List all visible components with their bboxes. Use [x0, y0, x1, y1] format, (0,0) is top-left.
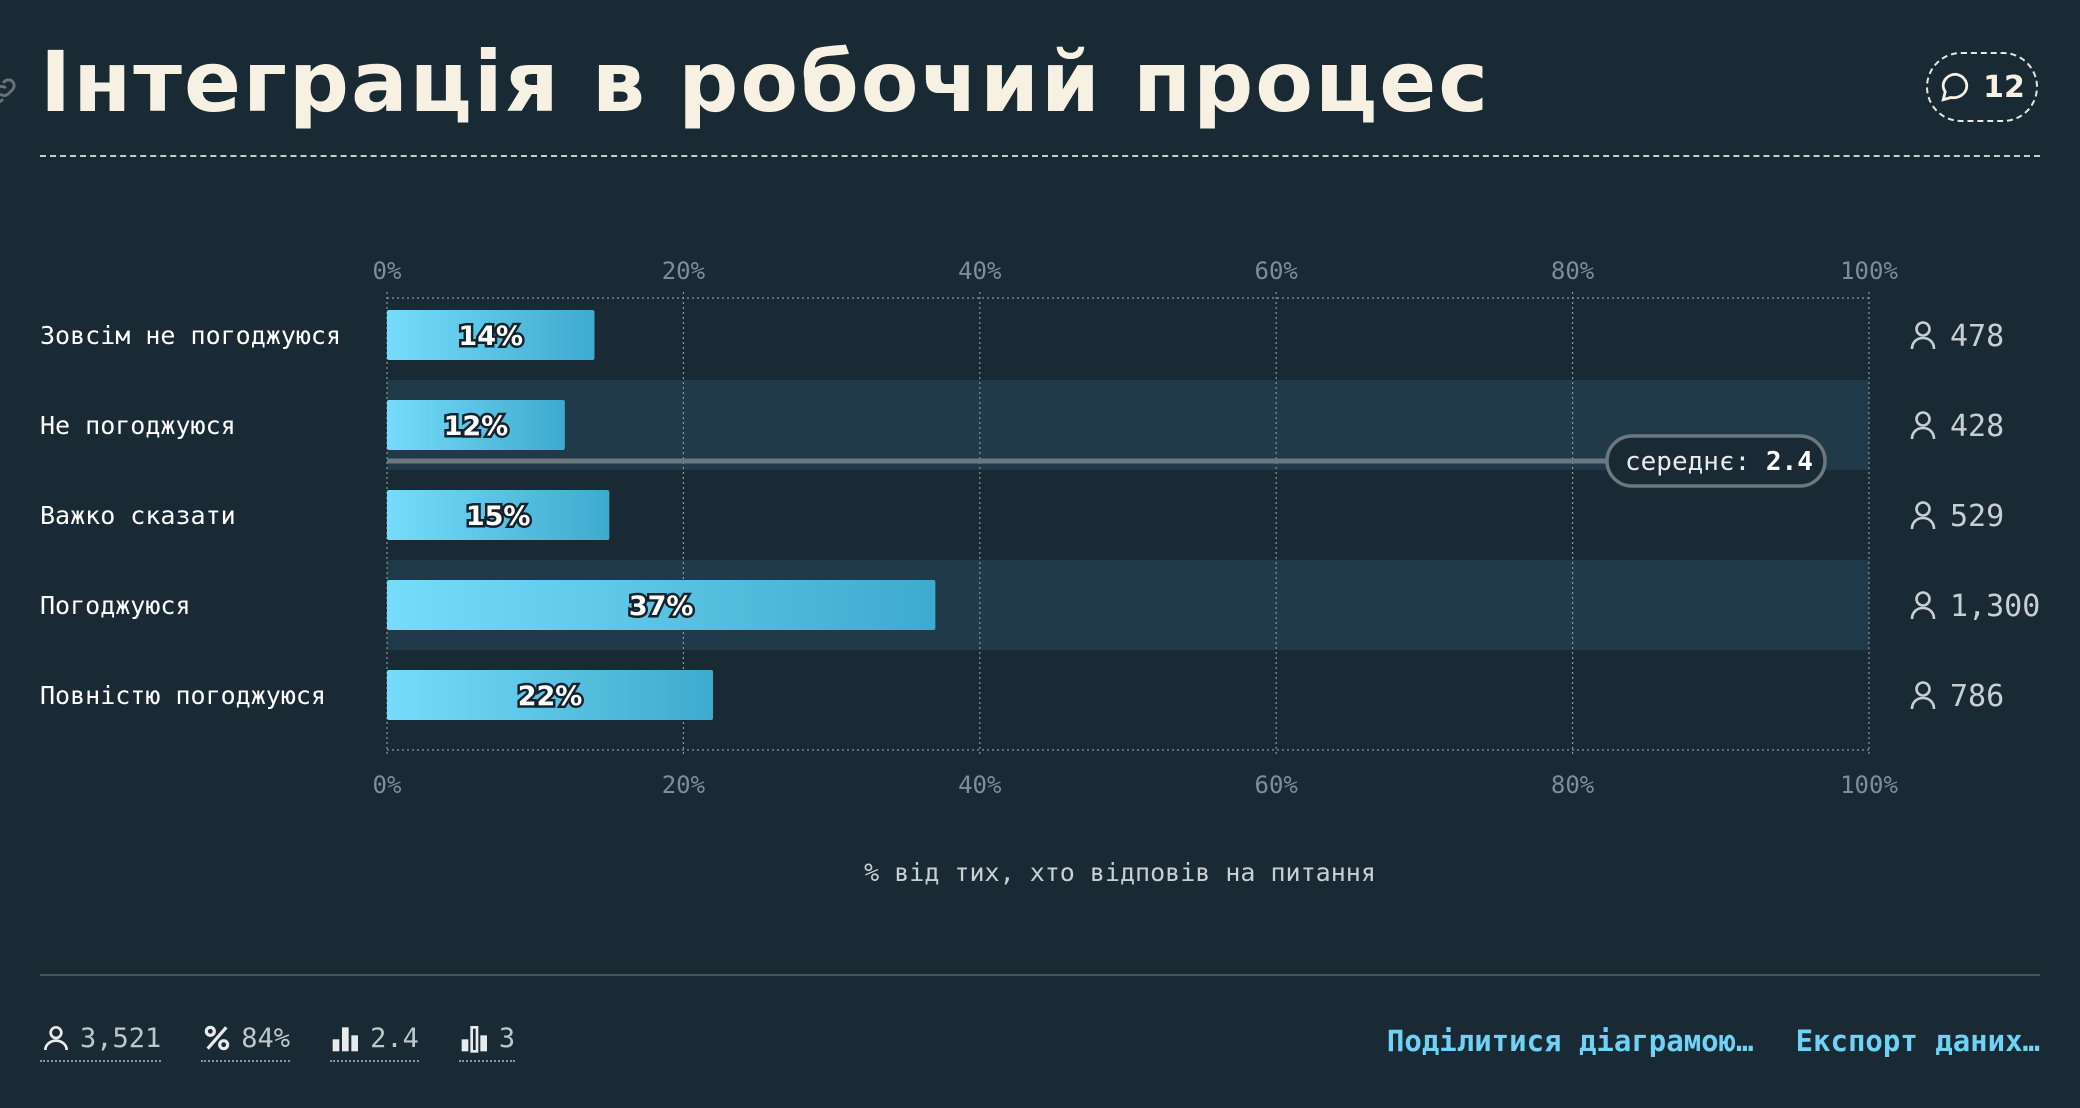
stat-mean[interactable]: 2.4 — [330, 1022, 419, 1062]
stat-respondents[interactable]: 3,521 — [40, 1022, 162, 1062]
category-label: Зовсім не погоджуюся — [40, 321, 341, 350]
comment-icon — [1941, 72, 1969, 102]
bar — [387, 580, 936, 630]
x-tick-label-bottom: 80% — [1551, 771, 1595, 799]
stat-response-rate-value: 84% — [241, 1022, 291, 1054]
x-tick-label-bottom: 0% — [373, 771, 402, 799]
category-label: Не погоджуюся — [40, 411, 236, 440]
stat-mean-value: 2.4 — [370, 1022, 419, 1054]
mean-value: 2.4 — [1766, 447, 1813, 477]
stat-median[interactable]: 3 — [458, 1022, 516, 1062]
x-tick-label-top: 80% — [1551, 257, 1595, 285]
mean-badge — [1605, 434, 1827, 488]
mean-label: середнє: 2.4 — [1625, 447, 1813, 477]
category-label: Повністю погоджуюся — [40, 681, 326, 710]
bar-value-label: 37% — [629, 591, 694, 622]
person-icon — [44, 1026, 68, 1051]
x-tick-label-top: 100% — [1840, 257, 1898, 285]
percent-icon — [205, 1025, 230, 1051]
mean-label-text: середнє: — [1625, 447, 1766, 477]
page-title: Інтеграція в робочий процес — [40, 33, 1491, 131]
x-tick-label-top: 20% — [662, 257, 706, 285]
footer-divider — [40, 974, 2040, 976]
bar — [387, 310, 595, 360]
bar — [387, 670, 714, 720]
bar-median-icon — [461, 1026, 487, 1053]
chart-actions: Поділитися діаграмою… Експорт даних… — [1387, 1024, 2040, 1058]
person-icon — [1910, 591, 1936, 620]
x-tick-label-bottom: 40% — [958, 771, 1002, 799]
bar-value-label: 12% — [444, 411, 509, 442]
category-label: Погоджуюся — [40, 591, 191, 620]
share-chart-link[interactable]: Поділитися діаграмою… — [1386, 1024, 1754, 1058]
x-tick-label-top: 0% — [373, 257, 402, 285]
x-tick-label-top: 60% — [1255, 257, 1299, 285]
bar-value-label: 14% — [458, 321, 523, 352]
respondent-count: 786 — [1950, 679, 2004, 714]
person-icon — [1910, 411, 1936, 440]
person-icon — [1910, 321, 1936, 350]
respondent-count: 428 — [1950, 409, 2004, 444]
bar-value-label: 15% — [466, 501, 531, 532]
x-tick-label-bottom: 20% — [662, 771, 706, 799]
bar-value-label: 22% — [518, 681, 583, 712]
bar-mean-icon — [332, 1027, 359, 1052]
respondent-count: 478 — [1950, 319, 2004, 354]
x-axis-label: % від тих, хто відповів на питання — [864, 858, 1376, 887]
stat-respondents-value: 3,521 — [80, 1022, 162, 1054]
bar-chart: 0% 0% 20% 20% 40% 40% 60% 60% 80% 80% 100% 100% Зовс… — [40, 257, 2040, 799]
bar — [387, 400, 565, 450]
x-tick-label-bottom: 100% — [1840, 771, 1898, 799]
comments-button[interactable]: 12 — [1926, 52, 2038, 122]
comment-count: 12 — [1983, 69, 2025, 105]
stat-median-value: 3 — [498, 1022, 516, 1054]
x-tick-label-top: 40% — [958, 257, 1002, 285]
stat-response-rate[interactable]: 84% — [201, 1022, 291, 1062]
title-divider — [40, 155, 2040, 157]
category-label: Важко сказати — [40, 501, 236, 530]
person-icon — [1910, 501, 1936, 530]
respondent-count: 529 — [1950, 499, 2004, 534]
respondent-count: 1,300 — [1950, 589, 2040, 624]
bar — [387, 490, 610, 540]
export-data-link[interactable]: Експорт даних… — [1795, 1024, 2040, 1058]
link-icon[interactable] — [0, 74, 20, 108]
summary-stats: 3,521 84% 2.4 3 — [40, 1022, 516, 1062]
person-icon — [1910, 681, 1936, 710]
x-tick-label-bottom: 60% — [1255, 771, 1299, 799]
